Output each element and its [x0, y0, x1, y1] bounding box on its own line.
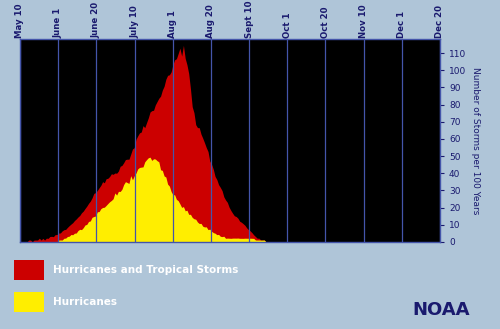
- Text: Oct 1: Oct 1: [283, 12, 292, 38]
- Text: Hurricanes: Hurricanes: [53, 297, 117, 307]
- Text: NOAA: NOAA: [412, 301, 470, 319]
- Bar: [14, 292, 44, 312]
- Text: June 20: June 20: [92, 2, 101, 38]
- Text: Aug 20: Aug 20: [206, 4, 216, 38]
- Text: Dec 20: Dec 20: [436, 5, 444, 38]
- Text: Dec 1: Dec 1: [398, 11, 406, 38]
- Y-axis label: Number of Storms per 100 Years: Number of Storms per 100 Years: [471, 67, 480, 214]
- Text: Hurricanes and Tropical Storms: Hurricanes and Tropical Storms: [53, 265, 238, 275]
- Text: June 1: June 1: [54, 8, 62, 38]
- Text: May 10: May 10: [16, 3, 24, 38]
- Text: Sept 10: Sept 10: [244, 0, 254, 38]
- Text: July 10: July 10: [130, 5, 139, 38]
- Text: Aug 1: Aug 1: [168, 10, 177, 38]
- Text: Oct 20: Oct 20: [321, 6, 330, 38]
- Bar: [14, 260, 44, 280]
- Text: Nov 10: Nov 10: [359, 4, 368, 38]
